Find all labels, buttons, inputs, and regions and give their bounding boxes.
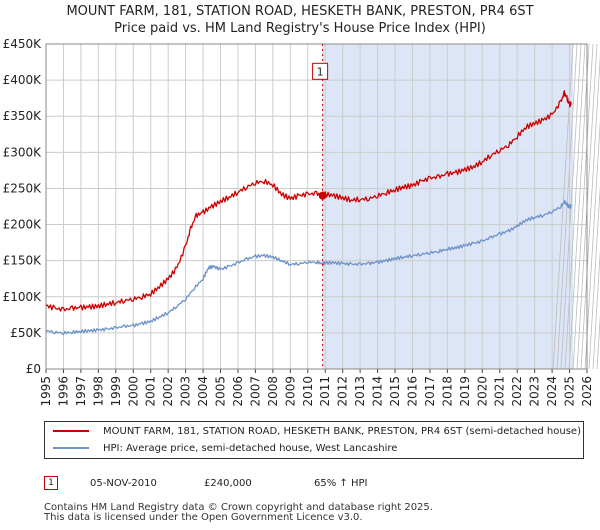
x-tick-label: 2022 bbox=[510, 376, 524, 407]
x-tick-label: 2010 bbox=[301, 376, 315, 407]
x-tick-label: 2008 bbox=[266, 376, 280, 407]
hatch-line bbox=[588, 184, 600, 370]
x-tick-label: 1995 bbox=[39, 376, 53, 407]
x-tick-label: 2024 bbox=[545, 376, 559, 407]
legend-swatch-hpi bbox=[53, 447, 89, 449]
x-tick-label: 2020 bbox=[475, 376, 489, 407]
x-tick-label: 2009 bbox=[283, 376, 297, 407]
hatch-line bbox=[592, 249, 600, 370]
x-tick-label: 2018 bbox=[440, 376, 454, 407]
y-tick-label: £350K bbox=[3, 109, 43, 123]
x-tick-label: 2001 bbox=[144, 376, 158, 407]
y-tick-label: £50K bbox=[10, 326, 42, 340]
transaction-date: 05-NOV-2010 bbox=[90, 478, 157, 489]
x-tick-label: 2011 bbox=[318, 376, 332, 407]
y-tick-label: £200K bbox=[3, 218, 43, 232]
x-tick-label: 2021 bbox=[493, 376, 507, 407]
y-tick-label: £150K bbox=[3, 254, 43, 268]
x-tick-label: 2003 bbox=[179, 376, 193, 407]
x-tick-label: 2015 bbox=[388, 376, 402, 407]
x-tick-label: 2026 bbox=[580, 376, 594, 407]
plot-frame bbox=[45, 43, 588, 370]
y-tick-label: £400K bbox=[3, 73, 43, 87]
x-tick-label: 2005 bbox=[214, 376, 228, 407]
legend: MOUNT FARM, 181, STATION ROAD, HESKETH B… bbox=[44, 421, 584, 459]
transaction-price: £240,000 bbox=[204, 478, 252, 489]
transaction-hpi-change: 65% ↑ HPI bbox=[314, 478, 368, 489]
hatch-line bbox=[556, 43, 578, 370]
x-tick-label: 2014 bbox=[371, 376, 385, 407]
hatch-line bbox=[568, 43, 590, 370]
y-tick-label: £450K bbox=[3, 37, 43, 51]
footer: Contains HM Land Registry data © Crown c… bbox=[44, 503, 433, 523]
x-tick-label: 2023 bbox=[528, 376, 542, 407]
footer-line1: Contains HM Land Registry data © Crown c… bbox=[44, 502, 433, 513]
chart-title-line1: MOUNT FARM, 181, STATION ROAD, HESKETH B… bbox=[66, 4, 534, 19]
x-tick-label: 2000 bbox=[126, 376, 140, 407]
legend-item-hpi: HPI: Average price, semi-detached house,… bbox=[53, 440, 397, 458]
sale-point bbox=[318, 191, 327, 200]
sale-label: 1 bbox=[317, 65, 324, 78]
series-line-hpi bbox=[45, 199, 572, 336]
x-tick-label: 2007 bbox=[248, 376, 262, 407]
hatch-line bbox=[572, 43, 594, 370]
y-tick-label: £0 bbox=[26, 362, 41, 376]
x-tick-label: 2016 bbox=[405, 376, 419, 407]
chart-title-line2: Price paid vs. HM Land Registry's House … bbox=[114, 21, 486, 36]
legend-label-hpi: HPI: Average price, semi-detached house,… bbox=[103, 443, 398, 454]
legend-item-property: MOUNT FARM, 181, STATION ROAD, HESKETH B… bbox=[53, 423, 581, 441]
legend-label-property: MOUNT FARM, 181, STATION ROAD, HESKETH B… bbox=[103, 426, 581, 437]
x-tick-label: 1996 bbox=[56, 376, 70, 407]
x-tick-label: 2002 bbox=[161, 376, 175, 407]
x-tick-label: 2006 bbox=[231, 376, 245, 407]
sale-label-box bbox=[312, 62, 329, 80]
x-tick-label: 1997 bbox=[74, 376, 88, 407]
x-tick-label: 1998 bbox=[91, 376, 105, 407]
hatch-line bbox=[564, 43, 586, 370]
x-tick-label: 2012 bbox=[336, 376, 350, 407]
hatch-line bbox=[580, 54, 600, 370]
x-tick-label: 1999 bbox=[109, 376, 123, 407]
x-tick-label: 2019 bbox=[458, 376, 472, 407]
transaction-badge: 1 bbox=[44, 476, 58, 490]
x-tick-label: 2004 bbox=[196, 376, 210, 407]
y-tick-label: £300K bbox=[3, 145, 43, 159]
x-tick-label: 2017 bbox=[423, 376, 437, 407]
price-chart: £0 £50K £100K £150K £200K £250K £300K £350K £400… bbox=[3, 37, 600, 407]
y-tick-label: £100K bbox=[3, 290, 43, 304]
future-region bbox=[573, 44, 587, 369]
hatch-line bbox=[584, 119, 600, 370]
x-tick-label: 2013 bbox=[353, 376, 367, 407]
footer-line2: This data is licensed under the Open Gov… bbox=[44, 512, 363, 523]
y-tick-label: £250K bbox=[3, 181, 43, 195]
legend-swatch-property bbox=[53, 430, 89, 432]
x-tick-label: 2025 bbox=[563, 376, 577, 407]
